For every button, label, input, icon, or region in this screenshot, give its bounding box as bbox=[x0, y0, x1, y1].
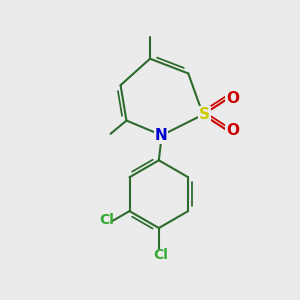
Text: Cl: Cl bbox=[153, 248, 168, 262]
Text: Cl: Cl bbox=[99, 213, 114, 227]
Text: N: N bbox=[155, 128, 168, 143]
Text: S: S bbox=[199, 106, 210, 122]
Text: O: O bbox=[226, 91, 239, 106]
Text: O: O bbox=[226, 123, 239, 138]
